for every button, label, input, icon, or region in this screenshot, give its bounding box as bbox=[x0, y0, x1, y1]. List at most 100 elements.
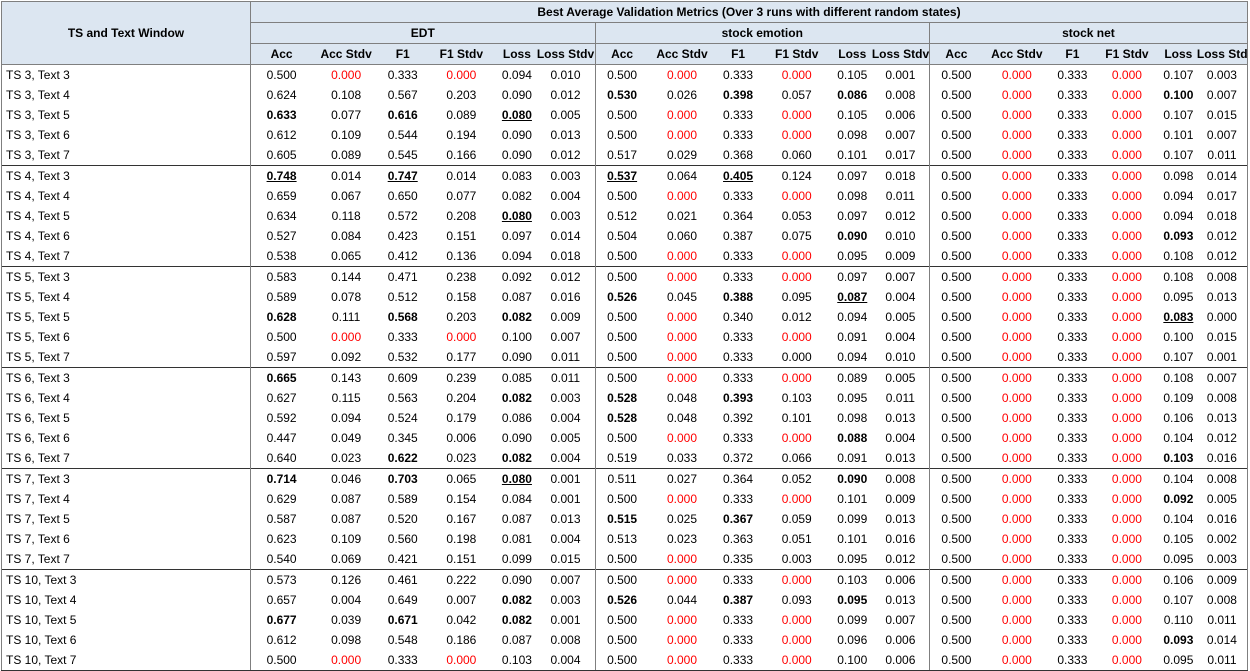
cell-edt-loss-stdv: 0.012 bbox=[536, 266, 596, 287]
cell-stock-emotion-f1: 0.333 bbox=[723, 431, 754, 445]
cell-stock-emotion-acc-stdv: 0.000 bbox=[666, 310, 698, 324]
cell-edt-f1: 0.568 bbox=[387, 310, 418, 324]
cell-edt-loss-stdv: 0.013 bbox=[550, 128, 581, 142]
cell-edt-loss-stdv: 0.007 bbox=[550, 330, 581, 344]
cell-stock-net-acc-stdv: 0.000 bbox=[1001, 350, 1032, 364]
cell-stock-emotion-loss: 0.099 bbox=[837, 613, 868, 627]
cell-edt-loss: 0.099 bbox=[501, 552, 532, 566]
cell-stock-emotion-loss: 0.105 bbox=[837, 108, 868, 122]
cell-stock-net-loss: 0.106 bbox=[1163, 411, 1194, 425]
cell-stock-emotion-f1: 0.340 bbox=[723, 310, 754, 324]
cell-stock-emotion-acc-stdv: 0.045 bbox=[666, 290, 698, 304]
cell-stock-emotion-loss-stdv: 0.001 bbox=[871, 64, 930, 85]
cell-stock-net-acc: 0.500 bbox=[928, 388, 983, 408]
table-row: TS 5, Text 5 0.628 0.111 0.568 0.203 0.082 0.0… bbox=[1, 307, 1248, 327]
cell-stock-emotion-f1: 0.333 bbox=[723, 330, 754, 344]
table-row: TS 10, Text 3 0.573 0.126 0.461 0.222 0.090 0.… bbox=[1, 569, 1248, 590]
cell-edt-loss: 0.087 bbox=[501, 290, 532, 304]
cell-stock-net-acc: 0.500 bbox=[928, 64, 983, 85]
cell-edt-f1-stdv: 0.007 bbox=[446, 593, 477, 607]
column-header-stock-net-acc: Acc bbox=[928, 43, 983, 65]
cell-stock-net-acc: 0.500 bbox=[928, 408, 983, 428]
cell-edt-loss-stdv: 0.004 bbox=[550, 451, 581, 465]
cell-edt-acc: 0.538 bbox=[249, 246, 313, 267]
cell-stock-net-loss: 0.100 bbox=[1163, 330, 1194, 344]
cell-stock-emotion-f1-stdv: 0.000 bbox=[781, 128, 812, 142]
cell-stock-net-loss-stdv: 0.008 bbox=[1196, 266, 1248, 287]
cell-edt-acc: 0.634 bbox=[249, 206, 313, 226]
cell-stock-net-f1: 0.333 bbox=[1057, 108, 1088, 122]
cell-stock-emotion-loss: 0.100 bbox=[832, 650, 872, 671]
table-row: TS 4, Text 7 0.538 0.065 0.412 0.136 0.094 0.0… bbox=[1, 246, 1248, 267]
cell-edt-acc-stdv: 0.023 bbox=[331, 451, 362, 465]
column-header-stock-net-loss-stdv: Loss Stdv bbox=[1196, 43, 1248, 65]
cell-stock-emotion-acc-stdv: 0.048 bbox=[666, 391, 698, 405]
cell-stock-emotion-acc: 0.515 bbox=[594, 509, 649, 529]
cell-stock-emotion-acc-stdv: 0.000 bbox=[666, 189, 698, 203]
cell-edt-loss: 0.097 bbox=[501, 229, 532, 243]
cell-stock-net-loss: 0.109 bbox=[1163, 391, 1194, 405]
cell-stock-net-acc: 0.500 bbox=[928, 428, 983, 448]
cell-edt-f1: 0.333 bbox=[380, 64, 426, 85]
row-label: TS 6, Text 7 bbox=[1, 448, 251, 469]
cell-stock-emotion-f1: 0.333 bbox=[723, 249, 754, 263]
cell-stock-net-f1-stdv: 0.000 bbox=[1111, 613, 1142, 627]
cell-edt-acc-stdv: 0.111 bbox=[332, 310, 361, 324]
cell-stock-net-acc: 0.500 bbox=[928, 125, 983, 145]
cell-stock-net-f1-stdv: 0.000 bbox=[1111, 593, 1142, 607]
cell-edt-loss-stdv: 0.008 bbox=[550, 633, 581, 647]
cell-stock-net-acc-stdv: 0.000 bbox=[1001, 431, 1032, 445]
cell-edt-loss-stdv: 0.004 bbox=[550, 411, 581, 425]
cell-stock-net-acc-stdv: 0.000 bbox=[982, 266, 1051, 287]
cell-stock-net-acc-stdv: 0.000 bbox=[1001, 290, 1032, 304]
column-header-stock-net-f1: F1 bbox=[1050, 43, 1094, 65]
table-row: TS 5, Text 7 0.597 0.092 0.532 0.177 0.090 0.0… bbox=[1, 347, 1248, 368]
cell-edt-loss: 0.094 bbox=[501, 249, 532, 263]
cell-edt-f1-stdv: 0.136 bbox=[446, 249, 477, 263]
cell-stock-net-f1: 0.333 bbox=[1050, 266, 1094, 287]
cell-edt-loss-stdv: 0.015 bbox=[550, 552, 581, 566]
cell-stock-net-loss-stdv: 0.008 bbox=[1196, 468, 1248, 489]
table-row: TS 3, Text 5 0.633 0.077 0.616 0.089 0.080 0.0… bbox=[1, 105, 1248, 125]
cell-stock-net-acc-stdv: 0.000 bbox=[1001, 492, 1032, 506]
cell-stock-emotion-acc: 0.528 bbox=[594, 408, 649, 428]
cell-stock-net-loss-stdv: 0.008 bbox=[1196, 388, 1248, 408]
cell-stock-emotion-f1: 0.333 bbox=[723, 492, 754, 506]
cell-edt-acc: 0.628 bbox=[249, 307, 313, 327]
cell-stock-emotion-acc: 0.517 bbox=[594, 145, 649, 166]
row-label: TS 7, Text 6 bbox=[1, 529, 251, 549]
cell-stock-net-loss: 0.093 bbox=[1163, 633, 1194, 647]
cell-stock-emotion-loss-stdv: 0.004 bbox=[885, 330, 916, 344]
cell-edt-acc-stdv: 0.069 bbox=[331, 552, 362, 566]
cell-edt-loss: 0.082 bbox=[501, 451, 532, 465]
cell-stock-net-acc-stdv: 0.000 bbox=[1001, 189, 1032, 203]
row-label: TS 6, Text 4 bbox=[1, 388, 251, 408]
table-row: TS 10, Text 7 0.500 0.000 0.333 0.000 0.103 0.… bbox=[1, 650, 1248, 671]
cell-stock-net-loss-stdv: 0.016 bbox=[1196, 448, 1248, 469]
cell-edt-f1-stdv: 0.203 bbox=[446, 310, 477, 324]
row-label: TS 3, Text 6 bbox=[1, 125, 251, 145]
row-label: TS 5, Text 7 bbox=[1, 347, 251, 368]
cell-edt-acc-stdv: 0.109 bbox=[331, 128, 362, 142]
cell-edt-acc: 0.605 bbox=[249, 145, 313, 166]
cell-stock-emotion-loss-stdv: 0.013 bbox=[885, 593, 916, 607]
cell-stock-emotion-f1-stdv: 0.000 bbox=[781, 492, 812, 506]
cell-stock-net-f1: 0.333 bbox=[1050, 64, 1094, 85]
cell-stock-net-loss: 0.106 bbox=[1159, 569, 1197, 590]
cell-stock-emotion-loss: 0.098 bbox=[837, 411, 868, 425]
cell-stock-net-f1: 0.333 bbox=[1057, 492, 1088, 506]
cell-stock-net-acc: 0.500 bbox=[928, 569, 983, 590]
cell-edt-acc-stdv: 0.039 bbox=[331, 613, 362, 627]
cell-edt-acc-stdv: 0.084 bbox=[331, 229, 362, 243]
row-label: TS 7, Text 7 bbox=[1, 549, 251, 570]
cell-edt-loss: 0.083 bbox=[497, 165, 537, 186]
cell-stock-net-f1-stdv: 0.000 bbox=[1111, 128, 1142, 142]
cell-stock-emotion-f1: 0.333 bbox=[715, 569, 761, 590]
cell-stock-net-loss: 0.107 bbox=[1159, 64, 1197, 85]
cell-stock-net-f1-stdv: 0.000 bbox=[1094, 569, 1160, 590]
cell-stock-emotion-acc: 0.512 bbox=[594, 206, 649, 226]
cell-stock-net-loss: 0.100 bbox=[1163, 88, 1194, 102]
cell-edt-loss: 0.090 bbox=[501, 431, 532, 445]
column-header-edt-acc-stdv: Acc Stdv bbox=[312, 43, 381, 65]
